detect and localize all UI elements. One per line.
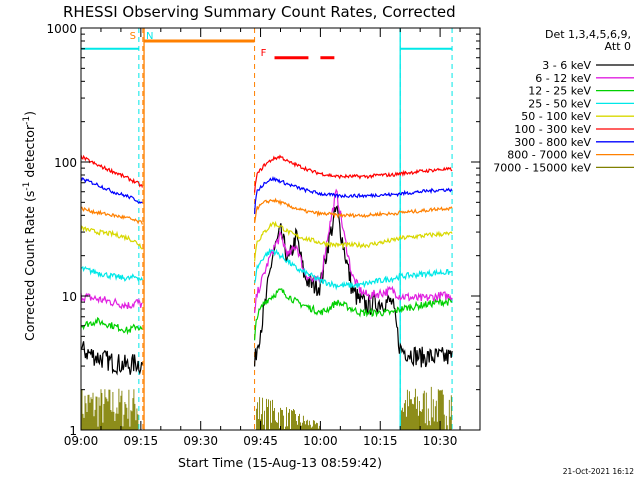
series-7000-15000-hatch-1: [400, 386, 452, 430]
flag-label-n: N: [146, 31, 153, 42]
series-line-4-1: [254, 220, 453, 262]
series-line-7-0: [80, 206, 143, 225]
legend-label-8: 7000 - 15000 keV: [493, 161, 591, 174]
legend-label-3: 25 - 50 keV: [528, 97, 591, 110]
series-line-0-0: [80, 341, 143, 376]
flag-label-s: S: [130, 31, 136, 42]
series-line-2-0: [80, 316, 143, 336]
legend-header-line-2: Att 0: [605, 40, 631, 53]
x-tick-label-1: 09:15: [124, 434, 159, 448]
series-line-3-0: [80, 265, 143, 282]
legend-label-7: 800 - 7000 keV: [507, 149, 591, 162]
series-line-5-1: [254, 154, 453, 193]
legend-header-line-1: Det 1,3,4,5,6,9,: [545, 28, 631, 41]
series-line-1-0: [80, 292, 143, 310]
y-tick-label-2: 100: [54, 156, 77, 170]
series-line-6-1: [254, 175, 453, 215]
chart-title: RHESSI Observing Summary Count Rates, Co…: [63, 3, 456, 21]
series-line-7-1: [254, 197, 453, 224]
legend-label-5: 100 - 300 keV: [514, 123, 591, 136]
x-tick-label-3: 09:45: [243, 434, 278, 448]
series-line-6-0: [80, 176, 143, 204]
x-tick-label-4: 10:00: [303, 434, 338, 448]
y-tick-label-1: 10: [62, 290, 77, 304]
legend-label-2: 12 - 25 keV: [528, 85, 591, 98]
y-axis-label: Corrected Count Rate (s-1 detector-1): [22, 111, 37, 341]
series-line-2-1: [254, 288, 453, 341]
y-tick-label-3: 1000: [46, 22, 77, 36]
legend-label-4: 50 - 100 keV: [521, 110, 591, 123]
y-tick-label-0: 1: [69, 424, 77, 438]
footer-timestamp: 21-Oct-2021 16:12: [563, 467, 634, 476]
flag-label-f: F: [261, 48, 267, 59]
legend-label-1: 6 - 12 keV: [535, 72, 591, 85]
x-tick-label-6: 10:30: [423, 434, 458, 448]
x-tick-label-0: 09:00: [64, 434, 99, 448]
x-tick-label-2: 09:30: [183, 434, 218, 448]
plot-area: S N F 1 10 100 1000 09:00 09:15 09:30 09:45 10:00 10…: [46, 22, 481, 448]
series-7000-15000-hatch-2: [256, 397, 321, 430]
x-axis-label: Start Time (15-Aug-13 08:59:42): [178, 455, 382, 470]
x-tick-label-5: 10:15: [363, 434, 398, 448]
legend-label-6: 300 - 800 keV: [514, 136, 591, 149]
legend-label-0: 3 - 6 keV: [542, 59, 591, 72]
series-7000-15000-hatch-0: [81, 388, 139, 430]
series-line-5-0: [80, 154, 143, 188]
series-line-3-1: [254, 247, 453, 291]
series-line-4-0: [80, 225, 143, 250]
series-line-1-1: [254, 188, 453, 314]
